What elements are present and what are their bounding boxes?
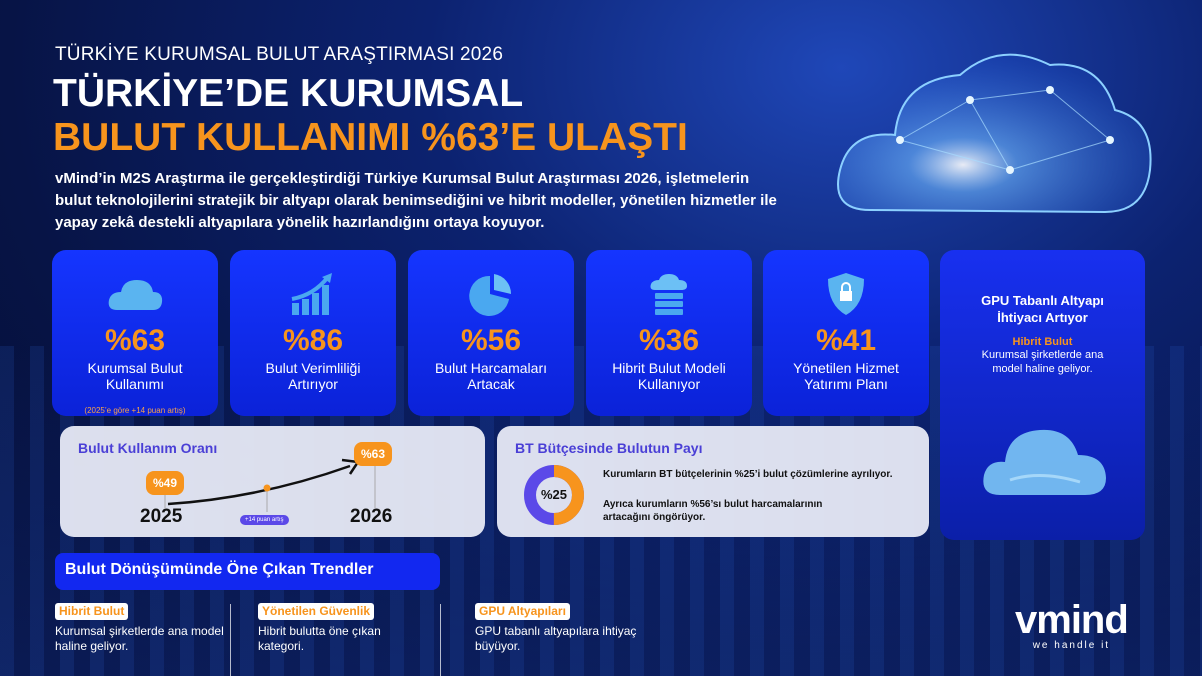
gpu-card-subtitle: Hibrit Bulut <box>1012 336 1073 348</box>
vmind-logo: vmind we handle it <box>1015 598 1129 651</box>
trend-item: Hibrit Bulut Kurumsal şirketlerde ana mod… <box>55 603 225 654</box>
kicker: TÜRKİYE KURUMSAL BULUT ARAŞTIRMASI 2026 <box>55 44 504 65</box>
stat-value: %41 <box>815 324 877 357</box>
usage-panel: Bulut Kullanım Oranı %49 %63 2025 2026 +… <box>60 426 485 537</box>
value-2025: %49 <box>146 471 185 495</box>
lead-paragraph: vMind’in M2S Araştırma ile gerçekleştird… <box>55 170 777 231</box>
donut-segment-accent <box>524 465 584 525</box>
usage-panel-title: Bulut Kullanım Oranı <box>78 440 218 456</box>
gpu-card-text: Kurumsal şirketlerde ana model haline ge… <box>981 349 1104 375</box>
trend-heading: Yönetilen Güvenlik <box>258 603 375 620</box>
increase-badge: +14 puan artış <box>240 515 289 525</box>
year-2026: 2026 <box>350 506 393 527</box>
stat-card: %36 Hibrit Bulut Modeli Kullanıyor <box>586 250 752 416</box>
cloud-icon <box>52 264 218 324</box>
page-title: TÜRKİYE’DE KURUMSAL <box>53 72 524 115</box>
stat-label: Hibrit Bulut Modeli Kullanıyor <box>612 360 726 392</box>
stat-card: %41 Yönetilen Hizmet Yatırımı Planı <box>763 250 929 416</box>
stat-label: Yönetilen Hizmet Yatırımı Planı <box>793 360 899 392</box>
budget-panel: BT Bütçesinde Bulutun Payı %25 Kurumları… <box>497 426 929 537</box>
logo-tagline: we handle it <box>1032 640 1111 651</box>
page-title-highlight: BULUT KULLANIMI %63’E ULAŞTI <box>53 116 688 159</box>
trend-item: Yönetilen Güvenlik Hibrit bulutta öne çık… <box>258 603 428 654</box>
cloud-server-icon <box>586 264 752 324</box>
stat-label: Kurumsal Bulut Kullanımı <box>87 360 183 392</box>
stat-label: Bulut Verimliliği Artırıyor <box>265 360 361 392</box>
budget-line-2: Ayrıca kurumların %56’sı bulut harcamala… <box>603 499 823 523</box>
trend-heading: Hibrit Bulut <box>55 603 129 620</box>
budget-panel-title: BT Bütçesinde Bulutun Payı <box>515 440 703 456</box>
trend-heading: GPU Altyapıları <box>475 603 570 620</box>
gpu-card: GPU Tabanlı Altyapı İhtiyacı Artıyor Hib… <box>940 250 1145 540</box>
stat-card: %86 Bulut Verimliliği Artırıyor <box>230 250 396 416</box>
trend-text: Hibrit bulutta öne çıkan kategori. <box>258 624 381 653</box>
stat-value: %36 <box>638 324 700 357</box>
trend-text: Kurumsal şirketlerde ana model haline ge… <box>55 624 224 653</box>
value-2026: %63 <box>354 442 393 466</box>
budget-donut-chart <box>524 465 584 525</box>
stat-card: %56 Bulut Harcamaları Artacak <box>408 250 574 416</box>
shield-lock-icon <box>763 264 929 324</box>
stat-label: Bulut Harcamaları Artacak <box>434 360 548 392</box>
donut-value: %25 <box>540 487 568 502</box>
usage-growth-arrow <box>164 458 376 512</box>
cloud-network-illustration <box>837 53 1152 214</box>
stat-card: %63 Kurumsal Bulut Kullanımı (2025’e gör… <box>52 250 218 416</box>
stat-value: %86 <box>282 324 344 357</box>
divider <box>230 604 231 676</box>
stat-value: %56 <box>460 324 522 357</box>
trend-item: GPU Altyapıları GPU tabanlı altyapılara i… <box>475 603 645 654</box>
cloud-icon <box>983 429 1106 495</box>
stat-value: %63 <box>104 324 166 357</box>
logo-wordmark: vmind <box>1015 598 1129 642</box>
gpu-card-title: GPU Tabanlı Altyapı İhtiyacı Artıyor <box>981 293 1104 325</box>
year-2025: 2025 <box>140 506 183 527</box>
growth-chart-icon <box>230 264 396 324</box>
trend-text: GPU tabanlı altyapılara ihtiyaç büyüyor. <box>475 624 637 653</box>
trends-title: Bulut Dönüşümünde Öne Çıkan Trendler <box>55 553 440 590</box>
stat-note: (2025’e göre +14 puan artış) <box>84 406 186 415</box>
divider <box>440 604 441 676</box>
pie-chart-icon <box>408 264 574 324</box>
budget-line-1: Kurumların BT bütçelerinin %25’i bulut ç… <box>603 469 893 480</box>
